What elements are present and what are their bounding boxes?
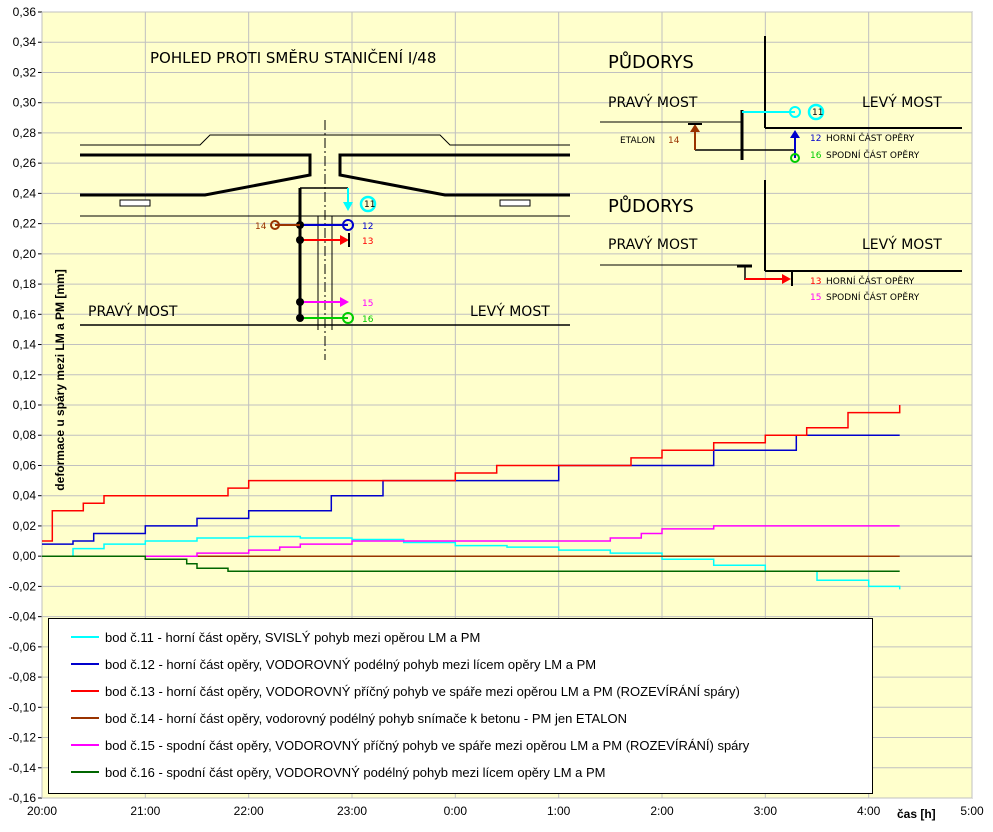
- y-tick-label: 0,34: [13, 35, 37, 49]
- y-tick-label: 0,36: [13, 5, 37, 19]
- x-tick-label: 23:00: [337, 804, 367, 818]
- plan-top-12-text: HORNÍ ČÁST OPĚRY: [826, 132, 915, 144]
- y-tick-label: 0,18: [13, 277, 37, 291]
- x-tick-label: 5:00: [960, 804, 984, 818]
- legend-label-15: bod č.15 - spodní část opěry, VODOROVNÝ …: [105, 737, 750, 753]
- plan-top-16: 16: [810, 151, 822, 161]
- y-tick-label: -0,02: [9, 579, 37, 593]
- sketch-label-11: 11: [364, 200, 375, 210]
- sketch-pravy-most: PRAVÝ MOST: [88, 303, 178, 320]
- x-tick-label: 1:00: [547, 804, 571, 818]
- x-tick-label: 20:00: [27, 804, 57, 818]
- y-tick-label: -0,16: [9, 791, 37, 805]
- legend-label-11: bod č.11 - horní část opěry, SVISLÝ pohy…: [105, 629, 481, 645]
- legend-swatch-15: [71, 744, 99, 746]
- y-tick-label: 0,06: [13, 458, 37, 472]
- x-tick-label: 21:00: [130, 804, 160, 818]
- y-tick-labels: 0,36 0,34 0,32 0,30 0,28 0,26 0,24 0,22 0,20 0,18…: [9, 5, 37, 805]
- y-tick-label: -0,06: [9, 640, 37, 654]
- y-tick-label: -0,08: [9, 670, 37, 684]
- x-tick-label: 3:00: [754, 804, 778, 818]
- series-line-16: [42, 555, 900, 573]
- cross-section-sketch: POHLED PROTI SMĚRU STANIČENÍ I/48 11 12 …: [80, 48, 570, 360]
- plan-top-12: 12: [810, 134, 821, 144]
- legend-swatch-14: [71, 717, 99, 719]
- sketch-label-12: 12: [362, 222, 373, 232]
- legend: bod č.11 - horní část opěry, SVISLÝ pohy…: [48, 618, 873, 794]
- plan-bottom-levy: LEVÝ MOST: [862, 236, 942, 253]
- y-tick-label: -0,14: [9, 761, 37, 775]
- plan-top-16-text: SPODNÍ ČÁST OPĚRY: [826, 149, 920, 161]
- x-tick-labels: 20:00 21:00 22:00 23:00 0:00 1:00 2:00 3:00 4:00…: [27, 804, 984, 818]
- y-tick-label: 0,10: [13, 398, 37, 412]
- sketch-title: POHLED PROTI SMĚRU STANIČENÍ I/48: [150, 48, 436, 67]
- y-tick-label: 0,12: [13, 368, 37, 382]
- plan-bottom-15-text: SPODNÍ ČÁST OPĚRY: [826, 291, 920, 303]
- legend-swatch-11: [71, 636, 99, 638]
- legend-label-13: bod č.13 - horní část opěry, VODOROVNÝ p…: [105, 683, 740, 699]
- y-tick-label: -0,04: [9, 610, 37, 624]
- plan-view-top: PŮDORYS PRAVÝ MOST LEVÝ MOST 11 ETALON 1…: [600, 36, 962, 163]
- legend-swatch-16: [71, 771, 99, 773]
- y-tick-label: -0,12: [9, 731, 37, 745]
- y-tick-label: 0,32: [13, 65, 37, 79]
- y-tick-label: 0,20: [13, 247, 37, 261]
- series-lines: [42, 405, 901, 590]
- y-tick-label: 0,04: [13, 489, 37, 503]
- sketch-label-13: 13: [362, 237, 373, 247]
- plan-top-pravy: PRAVÝ MOST: [608, 94, 698, 111]
- legend-item-12: bod č.12 - horní část opěry, VODOROVNÝ p…: [71, 654, 596, 674]
- sketch-label-15: 15: [362, 299, 373, 309]
- x-axis-label: čas [h]: [897, 807, 936, 821]
- y-tick-label: 0,02: [13, 519, 37, 533]
- y-tick-label: 0,14: [13, 338, 37, 352]
- legend-label-14: bod č.14 - horní část opěry, vodorovný p…: [105, 710, 627, 726]
- y-tick-label: 0,28: [13, 126, 37, 140]
- y-tick-label: 0,16: [13, 307, 37, 321]
- plan-top-14: 14: [668, 136, 680, 146]
- y-tick-label: 0,22: [13, 217, 37, 231]
- plan-bottom-pravy: PRAVÝ MOST: [608, 236, 698, 253]
- plan-bottom-13: 13: [810, 277, 821, 287]
- x-tick-label: 2:00: [650, 804, 674, 818]
- legend-swatch-12: [71, 663, 99, 665]
- plan-bottom-15: 15: [810, 293, 821, 303]
- plan-etalon: ETALON: [620, 136, 655, 146]
- y-tick-label: 0,08: [13, 428, 37, 442]
- sketch-levy-most: LEVÝ MOST: [470, 303, 550, 320]
- plan-top-levy: LEVÝ MOST: [862, 94, 942, 111]
- series-line-13: [42, 405, 901, 542]
- legend-item-15: bod č.15 - spodní část opěry, VODOROVNÝ …: [71, 735, 749, 755]
- legend-item-16: bod č.16 - spodní část opěry, VODOROVNÝ …: [71, 762, 605, 782]
- plan-view-bottom: PŮDORYS PRAVÝ MOST LEVÝ MOST 13 HORNÍ ČÁ…: [600, 180, 962, 303]
- plan-bottom-title: PŮDORYS: [608, 195, 694, 217]
- y-tick-label: 0,24: [13, 186, 37, 200]
- legend-item-14: bod č.14 - horní část opěry, vodorovný p…: [71, 708, 627, 728]
- y-axis-label: deformace u spáry mezi LM a PM [mm]: [53, 269, 67, 490]
- plan-top-11: 11: [812, 108, 823, 118]
- legend-item-13: bod č.13 - horní část opěry, VODOROVNÝ p…: [71, 681, 740, 701]
- legend-swatch-13: [71, 690, 99, 692]
- x-tick-label: 0:00: [444, 804, 468, 818]
- sketch-label-14: 14: [255, 222, 267, 232]
- x-tick-label: 4:00: [857, 804, 881, 818]
- y-tick-label: 0,30: [13, 96, 37, 110]
- legend-item-11: bod č.11 - horní část opěry, SVISLÝ pohy…: [71, 627, 480, 647]
- legend-label-12: bod č.12 - horní část opěry, VODOROVNÝ p…: [105, 656, 597, 672]
- legend-label-16: bod č.16 - spodní část opěry, VODOROVNÝ …: [105, 764, 606, 780]
- plan-top-title: PŮDORYS: [608, 51, 694, 73]
- x-tick-label: 22:00: [234, 804, 264, 818]
- series-line-15: [42, 525, 900, 557]
- y-tick-label: -0,10: [9, 700, 37, 714]
- y-tick-label: 0,00: [13, 549, 37, 563]
- plan-bottom-13-text: HORNÍ ČÁST OPĚRY: [826, 275, 915, 287]
- y-tick-label: 0,26: [13, 156, 37, 170]
- sketch-label-16: 16: [362, 315, 374, 325]
